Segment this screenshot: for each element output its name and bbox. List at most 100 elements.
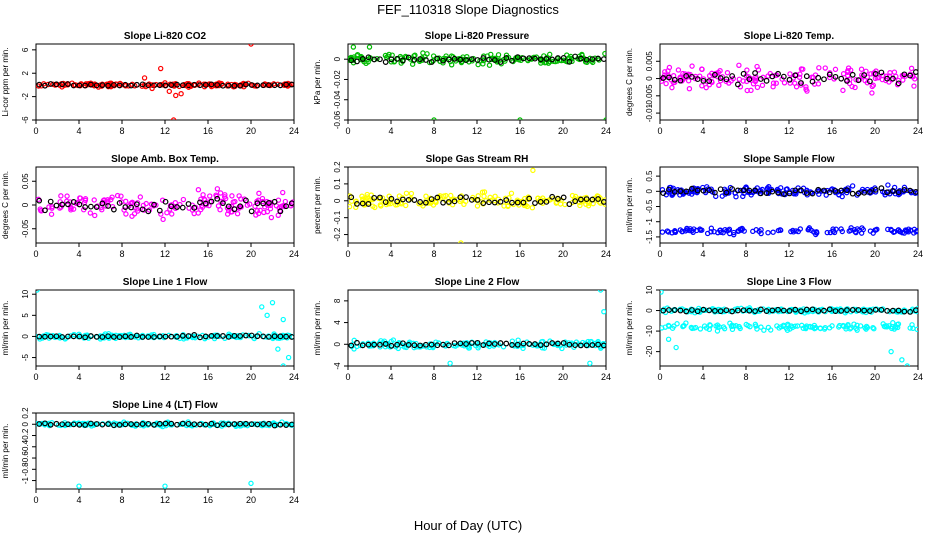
- y-tick-label: -4: [333, 362, 342, 370]
- data-point: [283, 333, 290, 340]
- data-point: [371, 194, 378, 201]
- data-point: [716, 82, 722, 88]
- data-point: [118, 193, 124, 199]
- data-point: [517, 117, 523, 120]
- chart-title: Slope Line 4 (LT) Flow: [112, 400, 218, 411]
- data-point: [265, 82, 272, 89]
- data-point: [254, 421, 261, 428]
- data-point: [752, 187, 758, 194]
- y-tick-label: 0: [333, 342, 342, 347]
- data-point: [757, 306, 764, 313]
- data-point: [99, 334, 106, 340]
- data-point: [372, 204, 378, 211]
- data-point: [711, 71, 718, 78]
- data-point: [587, 360, 593, 366]
- data-point: [114, 192, 121, 199]
- data-point: [671, 323, 677, 329]
- scatter-points: [660, 182, 918, 238]
- data-point: [137, 194, 144, 200]
- data-point: [798, 308, 804, 315]
- data-point: [852, 229, 858, 235]
- data-point: [156, 207, 163, 214]
- data-point: [871, 70, 877, 76]
- data-point: [595, 55, 602, 62]
- data-point: [463, 341, 469, 347]
- data-point: [853, 325, 859, 332]
- data-point: [848, 225, 854, 231]
- data-point: [382, 341, 389, 347]
- data-point: [792, 306, 799, 313]
- data-point: [139, 334, 146, 340]
- data-point: [443, 192, 449, 199]
- data-point: [99, 200, 106, 207]
- data-point: [763, 190, 770, 196]
- x-tick-label: 16: [203, 372, 213, 382]
- data-point: [178, 90, 184, 97]
- x-tick-label: 4: [700, 249, 705, 259]
- data-point: [780, 73, 787, 80]
- x-tick-label: 0: [657, 249, 662, 259]
- data-point: [803, 84, 809, 90]
- y-axis-label: Li-cor ppm per min.: [1, 48, 10, 117]
- data-point: [794, 323, 801, 329]
- data-point: [867, 189, 873, 195]
- data-point: [739, 226, 746, 232]
- data-point: [277, 82, 284, 89]
- data-point: [109, 194, 115, 200]
- data-point: [451, 55, 458, 62]
- data-point: [755, 307, 761, 313]
- chart-panel-7: Slope Line 1 Flow ml/min per min. 0 4 8 12 16 2…: [1, 277, 299, 382]
- data-point: [589, 196, 596, 203]
- data-point: [445, 56, 452, 63]
- data-point: [283, 203, 290, 210]
- y-axis-label: degrees C per min.: [1, 171, 10, 239]
- data-point: [359, 200, 366, 207]
- data-point: [904, 363, 910, 366]
- data-point: [65, 81, 71, 88]
- data-point: [59, 334, 66, 340]
- chart-panel-8: Slope Line 2 Flow ml/min per min. 0 4 8 12 16 2…: [313, 277, 611, 382]
- data-point: [237, 82, 244, 89]
- data-point: [119, 421, 126, 427]
- chart-panel-5: Slope Gas Stream RH percent per min. 0 4 8 12…: [313, 154, 611, 259]
- data-point: [743, 321, 749, 328]
- data-point: [277, 421, 284, 428]
- data-point: [824, 229, 830, 236]
- y-tick-label: 0: [645, 189, 654, 194]
- data-point: [261, 209, 267, 216]
- data-point: [87, 81, 94, 88]
- data-point: [910, 73, 916, 80]
- data-point: [405, 54, 412, 61]
- data-point: [912, 69, 918, 75]
- x-tick-label: 16: [203, 495, 213, 505]
- scatter-points: [36, 44, 294, 120]
- y-tick-label: -0.06: [333, 110, 342, 129]
- data-point: [388, 342, 395, 349]
- data-point: [354, 58, 360, 65]
- data-point: [595, 196, 602, 202]
- data-point: [237, 420, 244, 427]
- data-point: [700, 306, 707, 313]
- data-point: [486, 56, 492, 63]
- data-point: [36, 81, 43, 88]
- data-point: [198, 206, 204, 213]
- chart-panel-3: Slope Li-820 Temp. degrees C per min. 0 4 8 1…: [625, 31, 923, 136]
- data-point: [168, 333, 175, 340]
- data-point: [185, 82, 192, 89]
- data-point: [741, 190, 747, 197]
- data-point: [728, 323, 735, 330]
- data-point: [689, 307, 695, 313]
- data-point: [128, 82, 134, 89]
- data-point: [59, 201, 66, 208]
- data-point: [288, 421, 294, 428]
- data-point: [694, 308, 701, 315]
- data-point: [116, 82, 123, 89]
- data-point: [689, 63, 695, 69]
- data-point: [197, 421, 203, 428]
- data-point: [677, 77, 684, 84]
- data-point: [826, 71, 833, 78]
- data-point: [42, 207, 48, 214]
- data-point: [366, 44, 373, 50]
- data-point: [858, 66, 865, 72]
- x-tick-label: 20: [246, 126, 256, 136]
